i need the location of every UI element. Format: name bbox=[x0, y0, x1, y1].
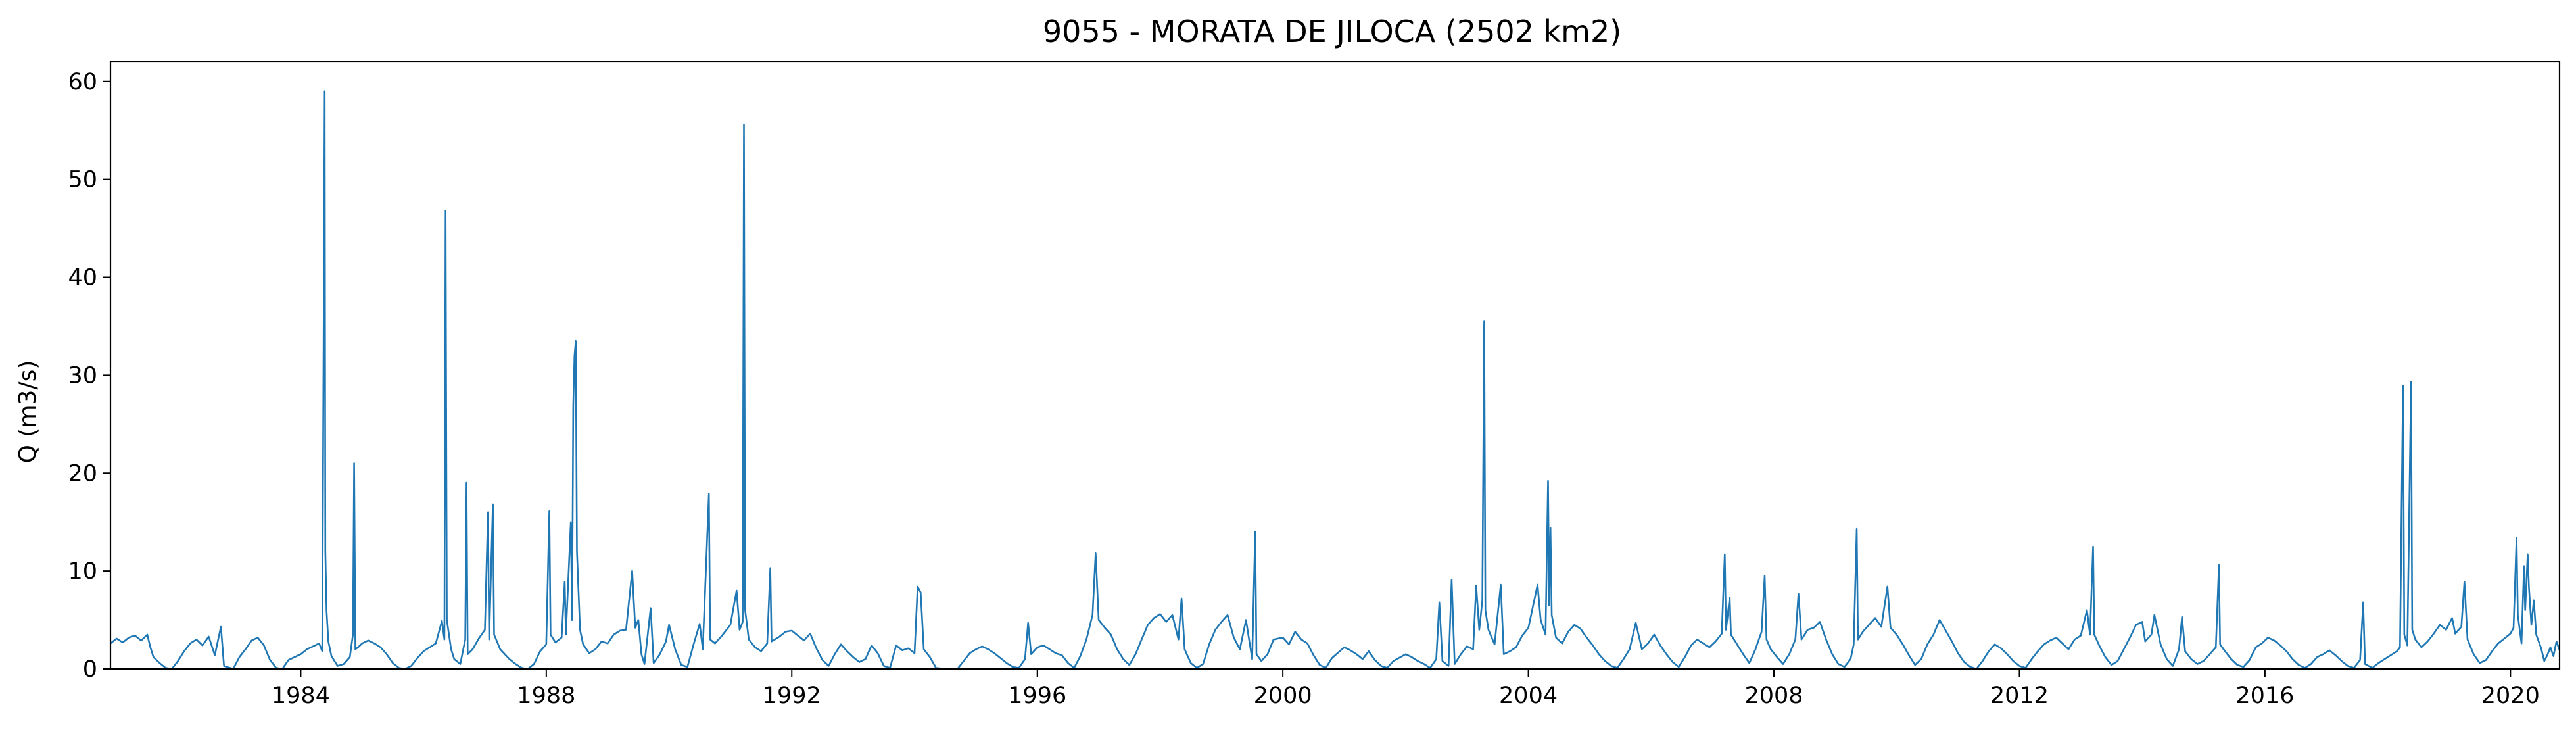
x-tick-label: 1988 bbox=[517, 683, 575, 709]
x-tick-label: 2016 bbox=[2235, 683, 2294, 709]
plot-area bbox=[110, 90, 2561, 670]
y-tick-label: 10 bbox=[68, 558, 97, 585]
x-axis-ticks: 1984 1988 1992 1996 2000 2004 2008 2012 2016 2020 bbox=[272, 669, 2540, 709]
y-tick-label: 60 bbox=[68, 69, 97, 95]
y-axis-label: Q (m3/s) bbox=[14, 360, 41, 464]
y-axis-ticks: 0 10 20 30 40 50 60 bbox=[68, 69, 110, 683]
x-tick-label: 2012 bbox=[1990, 683, 2049, 709]
x-tick-label: 2020 bbox=[2481, 683, 2540, 709]
y-tick-label: 30 bbox=[68, 362, 97, 389]
y-tick-label: 20 bbox=[68, 460, 97, 487]
y-tick-label: 50 bbox=[68, 167, 97, 193]
axes-frame bbox=[109, 61, 2561, 670]
x-tick-label: 2004 bbox=[1499, 683, 1558, 709]
y-tick-label: 40 bbox=[68, 265, 97, 291]
y-tick-label: 0 bbox=[83, 656, 97, 683]
x-tick-label: 1996 bbox=[1008, 683, 1066, 709]
x-tick-label: 2008 bbox=[1744, 683, 1803, 709]
discharge-series-line bbox=[110, 90, 2561, 670]
x-tick-label: 1992 bbox=[763, 683, 821, 709]
chart-title: 9055 - MORATA DE JILOCA (2502 km2) bbox=[1043, 14, 1621, 49]
x-tick-label: 1984 bbox=[272, 683, 330, 709]
x-tick-label: 2000 bbox=[1254, 683, 1312, 709]
